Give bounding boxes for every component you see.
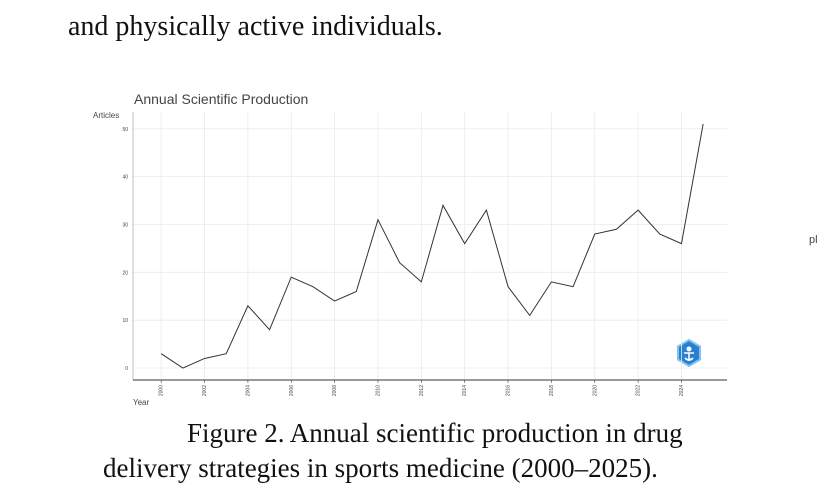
caption-line: delivery strategies in sports medicine (… [103,453,658,483]
x-axis-label: Year [133,398,150,407]
paragraph-line: and physically active individuals. [68,11,443,42]
plot: 0 10 20 30 40 50 2000 2002 2004 2006 2008 2010 2012 2… [122,112,727,396]
x-tick-label: 2006 [289,385,295,396]
chart-title: Annual Scientific Production [134,91,308,107]
x-tick-label: 2004 [245,385,251,396]
x-tick-label: 2020 [592,385,598,396]
x-tick-label: 2016 [506,385,512,396]
x-tick-label: 2014 [462,385,468,396]
data-line [160,123,704,369]
x-tick-label: 2000 [159,385,165,396]
y-tick-label: 20 [122,270,128,276]
x-tick-label: 2008 [332,385,338,396]
x-tick-label: 2022 [636,385,642,396]
y-axis-label: Articles [93,111,119,120]
y-tick-label: 40 [122,175,128,181]
x-tick-label: 2010 [375,385,381,396]
y-tick-label: 0 [125,366,128,372]
logo [677,338,701,368]
x-tick-label: 2024 [679,385,685,396]
margin-note: pl [809,234,818,246]
x-tick-label: 2002 [202,385,208,396]
x-tick-label: 2018 [549,385,555,396]
y-tick-label: 10 [122,318,128,324]
y-tick-label: 30 [122,222,128,228]
x-tick-label: 2012 [419,385,425,396]
y-tick-label: 50 [122,127,128,133]
caption-line: Figure 2. Annual scientific production i… [187,418,683,448]
